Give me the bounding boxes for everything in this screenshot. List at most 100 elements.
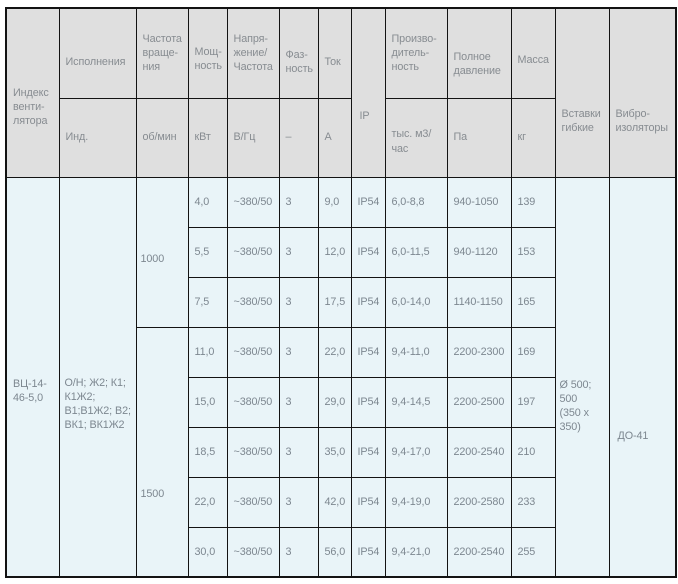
header-capacity: Произво- дитель- ность xyxy=(384,7,448,99)
header-row-2: Инд. об/мин кВт В/Гц – А тыс. м3/час Па … xyxy=(6,97,676,178)
spec-row-7: 22,0 ~380/50 3 42,0 IP54 9,4-19,0 2200-2580 233 xyxy=(6,476,676,528)
inserts-cell: Ø 500; 500 (350 x 350) xyxy=(554,176,610,578)
header-row-1: Индекс венти- лятора Исполнения Частота … xyxy=(5,7,677,178)
spec-row-2: 5,5 ~380/50 3 12,0 IP54 6,0-11,5 940-1120 153 xyxy=(6,226,676,278)
header-mass: Масса xyxy=(510,7,556,99)
cell-capacity: 9,4-17,0 xyxy=(384,426,448,478)
speed-cell: 1000 xyxy=(135,176,189,328)
unit-phase: – xyxy=(278,97,319,178)
cell-mass: 255 xyxy=(510,526,556,578)
header-vibro: Вибро- изоляторы xyxy=(608,7,677,178)
versions-cell: О/Н; Ж2; К1; К1Ж2; В1;В1Ж2; В2; ВК1; ВК1… xyxy=(58,176,137,578)
cell-capacity: 6,0-11,5 xyxy=(384,226,448,278)
spec-row-3: 7,5 ~380/50 3 17,5 IP54 6,0-14,0 1140-1150 165 xyxy=(6,276,676,328)
cell-pressure: 940-1120 xyxy=(446,226,512,278)
cell-ip: IP54 xyxy=(350,476,386,528)
cell-capacity: 9,4-11,0 xyxy=(384,326,448,378)
cell-pressure: 2200-2540 xyxy=(446,526,512,578)
spec-row-6: 18,5 ~380/50 3 35,0 IP54 9,4-17,0 2200-2540 210 xyxy=(6,426,676,478)
cell-power: 15,0 xyxy=(187,376,228,428)
speed-cell: 1500 xyxy=(135,326,189,578)
cell-power: 5,5 xyxy=(187,226,228,278)
cell-voltage: ~380/50 xyxy=(226,376,280,428)
cell-current: 17,5 xyxy=(317,276,352,328)
cell-mass: 153 xyxy=(510,226,556,278)
cell-mass: 233 xyxy=(510,476,556,528)
unit-power: кВт xyxy=(187,97,228,178)
header-phase: Фаз- ность xyxy=(278,7,319,99)
cell-ip: IP54 xyxy=(350,526,386,578)
cell-ip: IP54 xyxy=(350,426,386,478)
cell-current: 12,0 xyxy=(317,226,352,278)
cell-capacity: 9,4-19,0 xyxy=(384,476,448,528)
header-current: Ток xyxy=(317,7,352,99)
cell-ip: IP54 xyxy=(350,276,386,328)
cell-ip: IP54 xyxy=(350,376,386,428)
cell-mass: 169 xyxy=(510,326,556,378)
unit-current: А xyxy=(317,97,352,178)
cell-phase: 3 xyxy=(278,526,319,578)
cell-pressure: 1140-1150 xyxy=(446,276,512,328)
cell-voltage: ~380/50 xyxy=(226,426,280,478)
cell-voltage: ~380/50 xyxy=(226,526,280,578)
spec-row-5: 15,0 ~380/50 3 29,0 IP54 9,4-14,5 2200-2500 197 xyxy=(6,376,676,428)
cell-voltage: ~380/50 xyxy=(226,326,280,378)
cell-mass: 139 xyxy=(510,176,556,228)
cell-ip: IP54 xyxy=(350,226,386,278)
cell-ip: IP54 xyxy=(350,176,386,228)
unit-mass: кг xyxy=(510,97,556,178)
cell-phase: 3 xyxy=(278,226,319,278)
cell-pressure: 940-1050 xyxy=(446,176,512,228)
cell-current: 35,0 xyxy=(317,426,352,478)
unit-versions: Инд. xyxy=(58,97,137,178)
unit-speed: об/мин xyxy=(135,97,189,178)
header-versions: Исполнения xyxy=(58,7,137,99)
cell-phase: 3 xyxy=(278,376,319,428)
cell-ip: IP54 xyxy=(350,326,386,378)
cell-current: 56,0 xyxy=(317,526,352,578)
cell-power: 22,0 xyxy=(187,476,228,528)
cell-mass: 165 xyxy=(510,276,556,328)
cell-power: 18,5 xyxy=(187,426,228,478)
cell-power: 11,0 xyxy=(187,326,228,378)
cell-power: 7,5 xyxy=(187,276,228,328)
cell-phase: 3 xyxy=(278,476,319,528)
header-pressure: Полное давление xyxy=(446,7,512,99)
cell-phase: 3 xyxy=(278,176,319,228)
cell-current: 9,0 xyxy=(317,176,352,228)
spec-row-8: 30,0 ~380/50 3 56,0 IP54 9,4-21,0 2200-2540 255 xyxy=(6,526,676,578)
unit-capacity: тыс. м3/час xyxy=(384,97,448,178)
cell-pressure: 2200-2540 xyxy=(446,426,512,478)
cell-phase: 3 xyxy=(278,426,319,478)
cell-pressure: 2200-2300 xyxy=(446,326,512,378)
fan-index-cell: ВЦ-14- 46-5,0 xyxy=(5,176,60,578)
spec-row-1: ВЦ-14- 46-5,0 О/Н; Ж2; К1; К1Ж2; В1;В1Ж2;… xyxy=(5,176,677,578)
cell-current: 29,0 xyxy=(317,376,352,428)
unit-pressure: Па xyxy=(446,97,512,178)
spec-table: Индекс венти- лятора Исполнения Частота … xyxy=(5,7,677,578)
cell-capacity: 6,0-14,0 xyxy=(384,276,448,328)
cell-pressure: 2200-2580 xyxy=(446,476,512,528)
cell-voltage: ~380/50 xyxy=(226,276,280,328)
cell-capacity: 6,0-8,8 xyxy=(384,176,448,228)
cell-phase: 3 xyxy=(278,276,319,328)
cell-mass: 197 xyxy=(510,376,556,428)
cell-capacity: 9,4-21,0 xyxy=(384,526,448,578)
cell-pressure: 2200-2500 xyxy=(446,376,512,428)
cell-current: 42,0 xyxy=(317,476,352,528)
cell-voltage: ~380/50 xyxy=(226,226,280,278)
header-speed: Частота враще- ния xyxy=(135,7,189,99)
cell-capacity: 9,4-14,5 xyxy=(384,376,448,428)
spec-table-head: Индекс венти- лятора Исполнения Частота … xyxy=(5,7,677,178)
header-inserts: Вставки гибкие xyxy=(554,7,610,178)
vibro-cell: ДО-41 xyxy=(608,176,677,578)
spec-row-4: 1500 11,0 ~380/50 3 22,0 IP54 9,4-11,0 2200-230… xyxy=(6,326,676,578)
header-power: Мощ- ность xyxy=(187,7,228,99)
header-fan-index: Индекс венти- лятора xyxy=(5,7,60,178)
spec-table-body: ВЦ-14- 46-5,0 О/Н; Ж2; К1; К1Ж2; В1;В1Ж2;… xyxy=(5,176,677,578)
unit-voltage: В/Гц xyxy=(226,97,280,178)
header-voltage: Напря- жение/ Частота xyxy=(226,7,280,99)
cell-power: 4,0 xyxy=(187,176,228,228)
header-ip: IP xyxy=(350,7,386,178)
